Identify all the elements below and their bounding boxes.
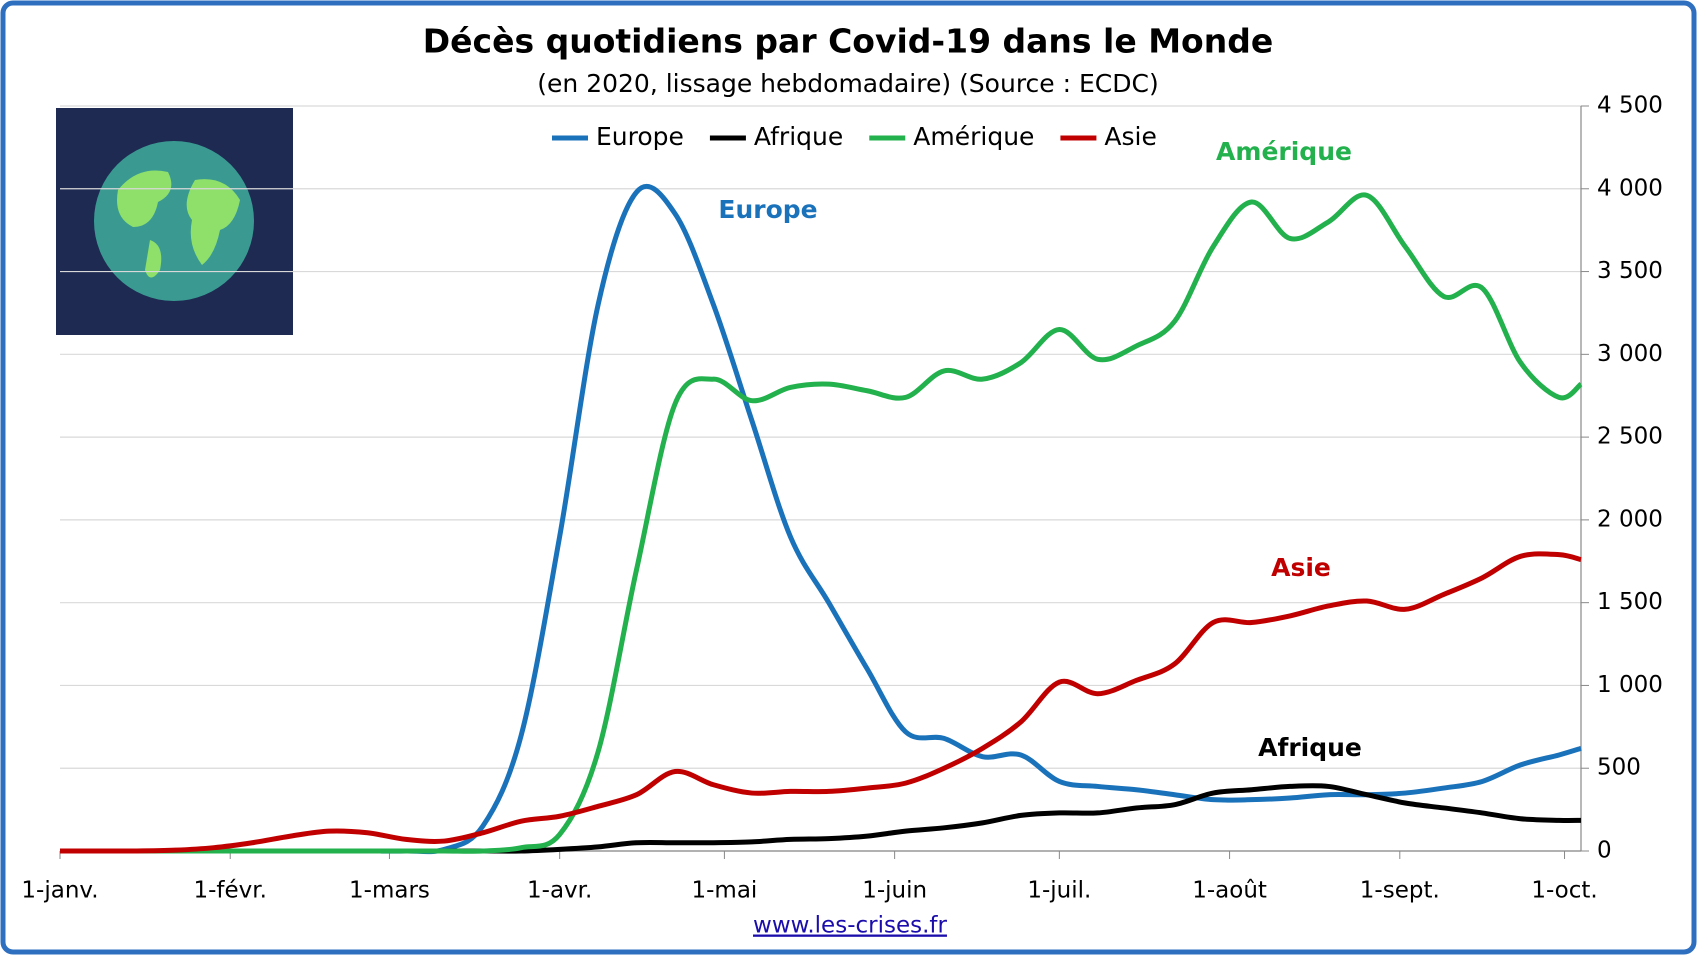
source-link[interactable]: www.les-crises.fr (753, 913, 947, 939)
y-tick-label: 3 500 (1597, 258, 1663, 284)
y-tick-label: 0 (1597, 838, 1612, 864)
legend-label: Europe (596, 122, 684, 151)
series-annotation: Afrique (1258, 733, 1362, 762)
chart-subtitle: (en 2020, lissage hebdomadaire) (Source … (537, 69, 1158, 98)
x-tick-label: 1-juin (862, 878, 927, 904)
y-tick-label: 4 500 (1597, 93, 1663, 119)
legend-label: Amérique (913, 122, 1034, 151)
source-text[interactable]: www.les-crises.fr (753, 913, 947, 939)
series-annotation: Amérique (1216, 137, 1352, 166)
x-tick-label: 1-oct. (1531, 878, 1597, 904)
x-tick-label: 1-janv. (21, 878, 98, 904)
x-tick-label: 1-mai (691, 878, 757, 904)
series-annotation: Asie (1271, 553, 1331, 582)
y-tick-label: 500 (1597, 755, 1641, 781)
x-tick-label: 1-févr. (193, 878, 266, 904)
x-tick-label: 1-mars (349, 878, 430, 904)
y-tick-label: 1 000 (1597, 672, 1663, 698)
chart-title: Décès quotidiens par Covid-19 dans le Mo… (423, 22, 1273, 61)
y-tick-label: 3 000 (1597, 341, 1663, 367)
x-tick-label: 1-avr. (527, 878, 592, 904)
legend-label: Afrique (754, 122, 843, 151)
globe-image (56, 108, 293, 335)
x-tick-label: 1-sept. (1360, 878, 1440, 904)
series-line (60, 551, 1582, 854)
y-tick-label: 4 000 (1597, 175, 1663, 201)
x-tick-label: 1-juil. (1027, 878, 1091, 904)
x-tick-label: 1-août (1192, 878, 1267, 904)
y-tick-label: 2 500 (1597, 424, 1663, 450)
series-line (60, 192, 1583, 854)
series-annotation: Europe (718, 195, 817, 224)
y-tick-label: 2 000 (1597, 506, 1663, 532)
y-tick-label: 1 500 (1597, 589, 1663, 615)
legend-label: Asie (1104, 122, 1156, 151)
